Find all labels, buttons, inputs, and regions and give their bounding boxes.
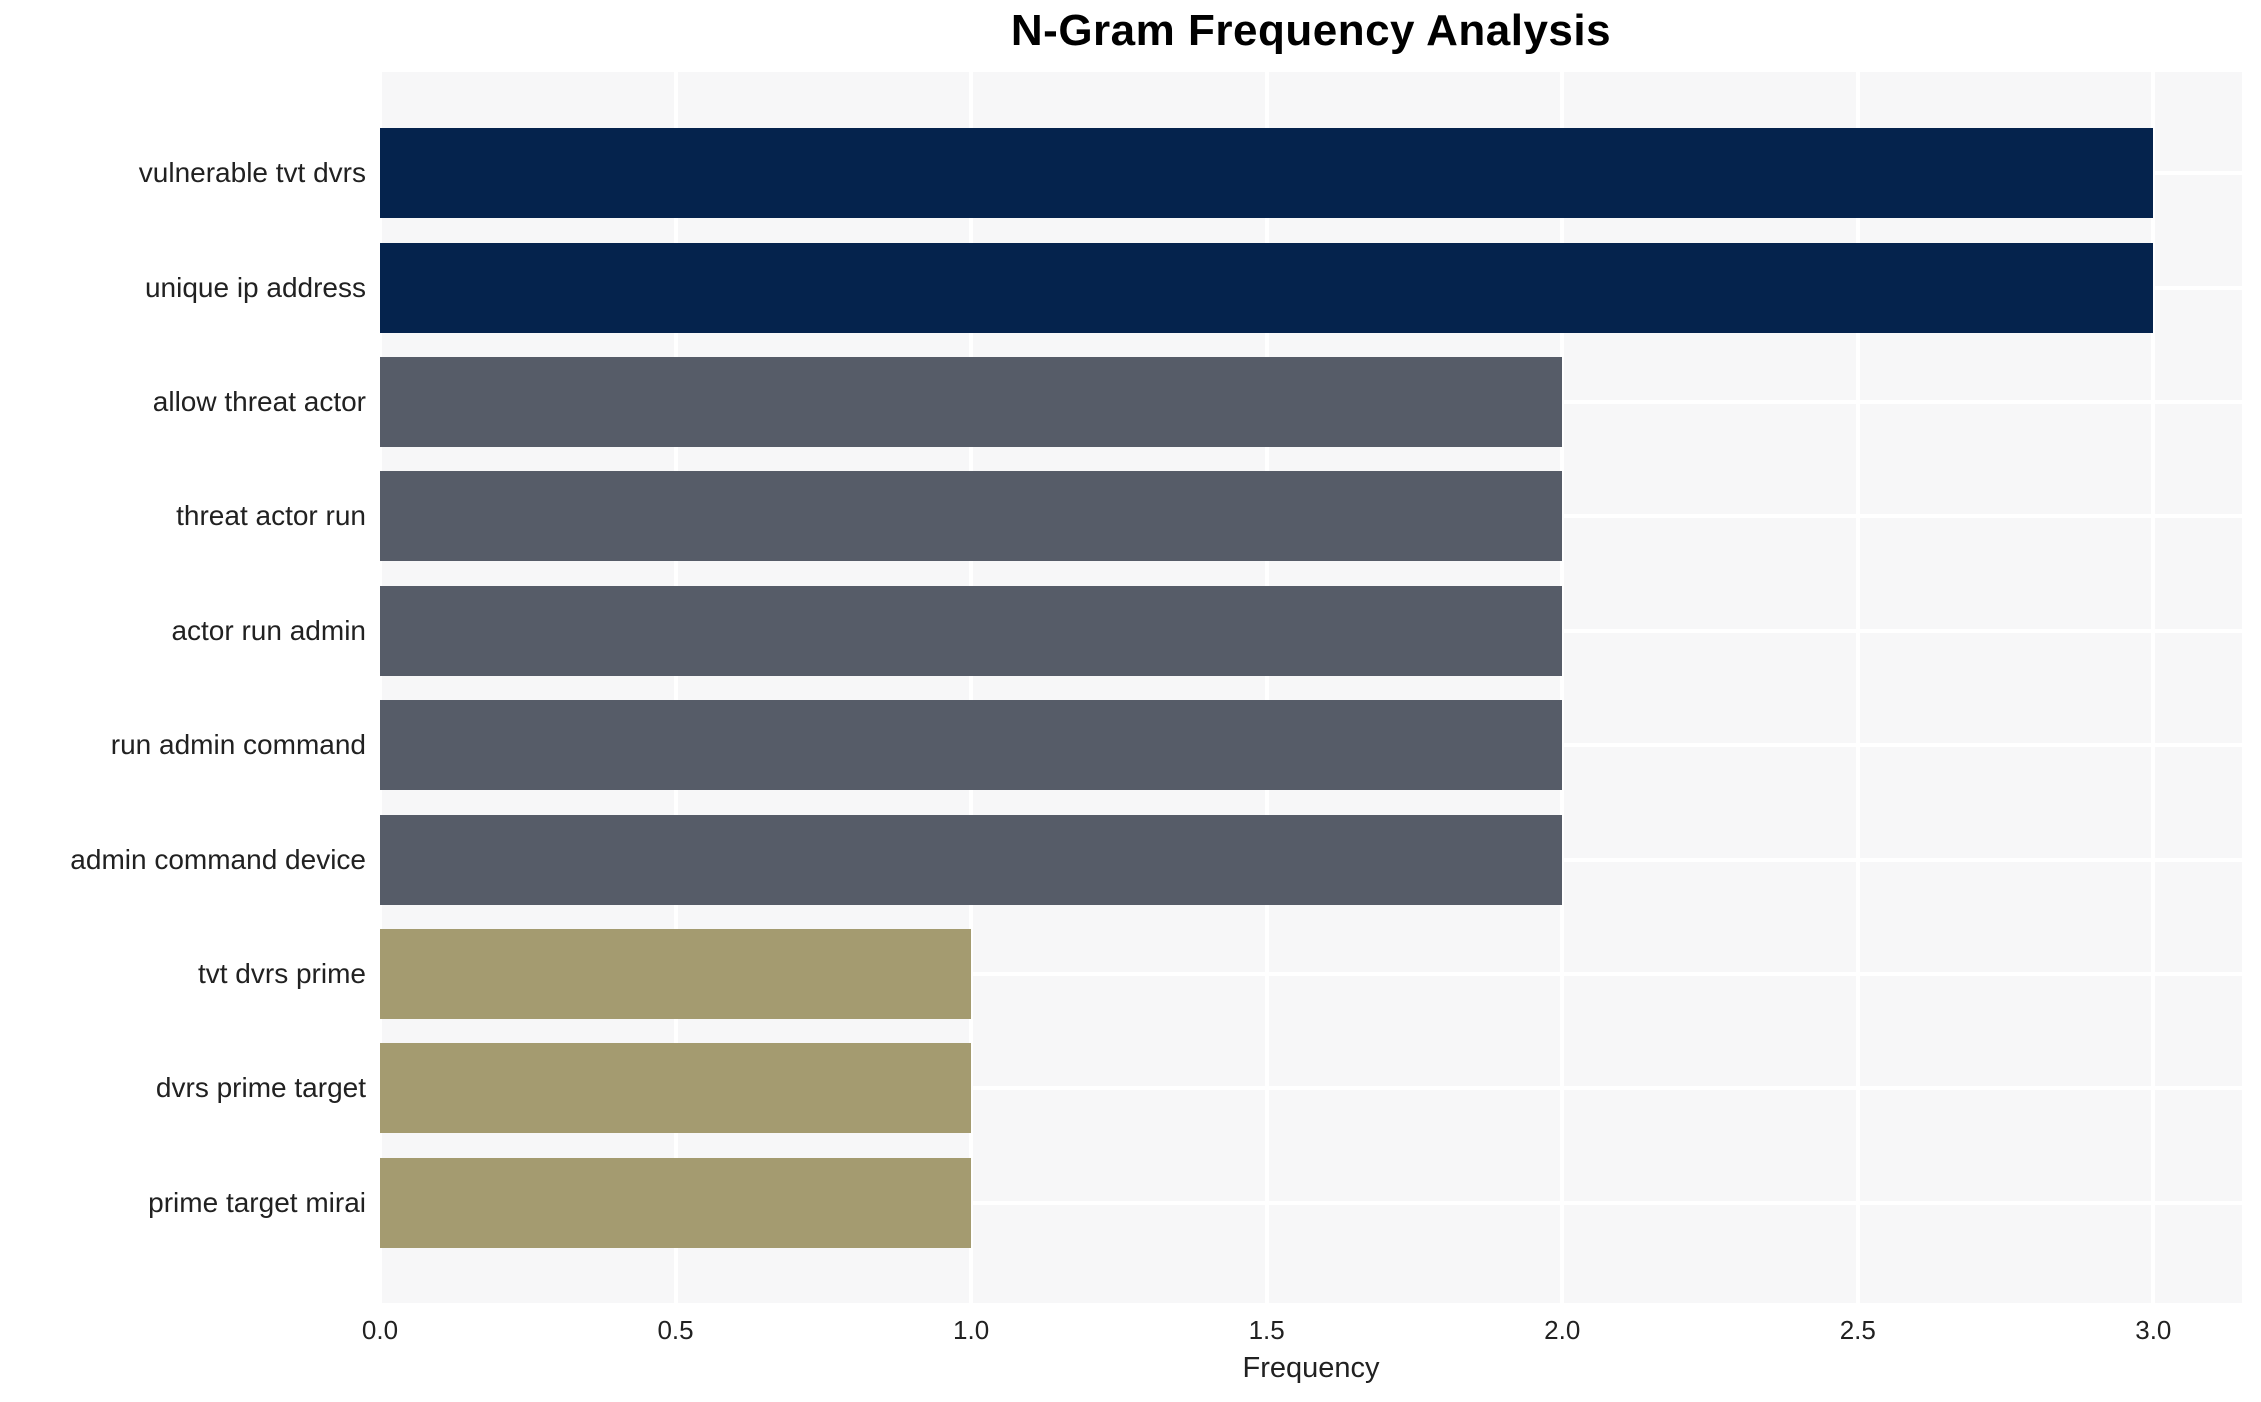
x-tick-label-1.0: 1.0 [953,1315,990,1345]
bar-run-admin-command [380,700,1563,791]
x-axis-title: Frequency [1242,1352,1380,1384]
y-gridline [380,972,2242,976]
x-tick-label-2.5: 2.5 [1839,1315,1876,1345]
bar-tvt-dvrs-prime [380,929,972,1019]
x-tick-label-0.5: 0.5 [657,1315,694,1345]
y-tick-label: tvt dvrs prime [197,958,366,989]
x-tick-label-0.0: 0.0 [361,1315,399,1345]
x-gridline-0.5 [673,72,678,1303]
bar-admin-command-device [380,814,1563,905]
bar-prime-target-mirai [380,1157,972,1248]
bar-dvrs-prime-target [380,1043,972,1134]
y-tick-label: allow threat actor [152,386,366,417]
y-tick-label: admin command device [70,843,366,875]
x-tick-label-1.5: 1.5 [1248,1315,1285,1345]
chart-title: N-Gram Frequency Analysis [1010,6,1612,55]
y-tick-label: run admin command [110,729,366,761]
y-tick-label: dvrs prime target [155,1072,366,1104]
x-gridline-1.5 [1264,72,1269,1303]
y-gridline [380,1086,2242,1091]
bar-unique-ip-address [380,242,2154,333]
x-gridline-1.0 [969,72,974,1303]
x-tick-label-3.0: 3.0 [2135,1315,2172,1345]
bar-actor-run-admin [380,585,1563,676]
x-gridline-2.0 [1560,72,1565,1303]
y-tick-label: prime target mirai [148,1186,366,1218]
y-gridline [380,1200,2242,1205]
plot-area [378,72,2242,1303]
x-tick-label-2.0: 2.0 [1544,1315,1581,1345]
y-tick-label: vulnerable tvt dvrs [138,157,366,189]
y-tick-label: unique ip address [144,271,366,303]
y-tick-label: threat actor run [176,500,366,532]
y-tick-label: actor run admin [171,614,366,646]
bar-vulnerable-tvt-dvrs [380,128,2154,219]
x-gridline-3.0 [2151,72,2156,1303]
x-gridline-0.0 [378,72,382,1303]
bar-threat-actor-run [380,471,1563,562]
bar-allow-threat-actor [380,357,1563,447]
x-gridline-2.5 [1855,72,1860,1303]
